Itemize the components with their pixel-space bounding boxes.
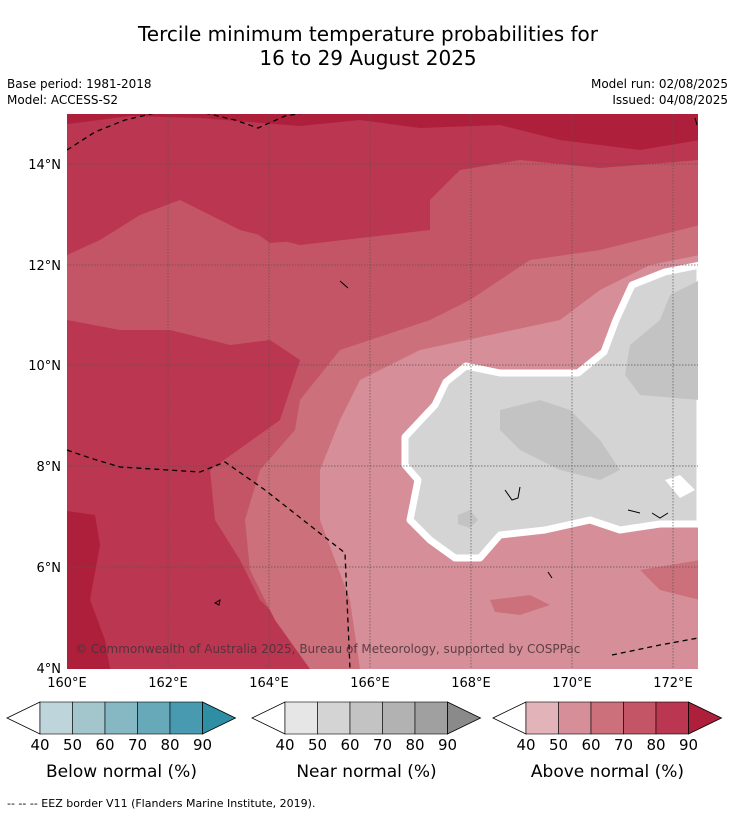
map-white-patch bbox=[665, 475, 695, 498]
lon-label: 160°E bbox=[47, 676, 87, 691]
colorbar-tick-label: 50 bbox=[63, 736, 82, 754]
lon-labels: 160°E 162°E 164°E 166°E 168°E 170°E 172°… bbox=[47, 676, 693, 691]
colorbar-title-below: Below normal (%) bbox=[46, 762, 197, 782]
probability-map: © Commonwealth of Australia 2025, Bureau… bbox=[28, 114, 698, 691]
colorbar-segment bbox=[525, 701, 559, 735]
lon-label: 162°E bbox=[148, 676, 188, 691]
colorbar-0: 40 50 60 70 80 90 bbox=[6, 701, 237, 754]
colorbar-segment bbox=[623, 701, 657, 735]
colorbar-tick-label: 60 bbox=[581, 736, 600, 754]
above-90-region-north bbox=[67, 114, 698, 150]
chart-title-line1: Tercile minimum temperature probabilitie… bbox=[137, 22, 599, 46]
colorbar-segment bbox=[39, 701, 73, 735]
above-80-patch bbox=[130, 340, 225, 372]
near-60-patch-east bbox=[625, 281, 698, 400]
above-60-patch bbox=[490, 595, 550, 615]
model-name: Model: ACCESS-S2 bbox=[7, 93, 119, 107]
colorbar-tick-label: 90 bbox=[193, 736, 212, 754]
colorbar-segment bbox=[655, 701, 689, 735]
gridlines bbox=[67, 114, 698, 669]
colorbar-tick-label: 90 bbox=[438, 736, 457, 754]
colorbar-under-triangle bbox=[492, 701, 527, 735]
colorbar-segment bbox=[137, 701, 171, 735]
colorbar-tick-label: 80 bbox=[160, 736, 179, 754]
eez-borders bbox=[67, 114, 698, 669]
colorbar-tick-label: 40 bbox=[30, 736, 49, 754]
near-60-patch-central bbox=[500, 400, 620, 480]
colorbar-under-triangle bbox=[251, 701, 286, 735]
lat-label: 4°N bbox=[37, 662, 62, 677]
islands bbox=[213, 117, 698, 606]
near-60-patch-small bbox=[458, 510, 478, 528]
colorbar-tick-label: 60 bbox=[95, 736, 114, 754]
colorbar-segment bbox=[558, 701, 592, 735]
colorbar-segment bbox=[72, 701, 106, 735]
colorbar-title-near: Near normal (%) bbox=[296, 762, 437, 782]
lat-label: 10°N bbox=[28, 359, 61, 374]
colorbar-tick-label: 40 bbox=[516, 736, 535, 754]
colorbar-segment bbox=[414, 701, 448, 735]
colorbar-segment bbox=[169, 701, 203, 735]
lat-labels: 14°N 12°N 10°N 8°N 6°N 4°N bbox=[28, 158, 61, 677]
lon-label: 172°E bbox=[653, 676, 693, 691]
lon-label: 170°E bbox=[552, 676, 592, 691]
colorbar-tick-label: 70 bbox=[614, 736, 633, 754]
colorbar-segment bbox=[104, 701, 138, 735]
colorbar-tick-label: 50 bbox=[308, 736, 327, 754]
lon-label: 168°E bbox=[451, 676, 491, 691]
model-run: Model run: 02/08/2025 bbox=[590, 77, 728, 91]
colorbar-tick-label: 80 bbox=[646, 736, 665, 754]
base-period: Base period: 1981-2018 bbox=[7, 77, 152, 91]
colorbar-segment bbox=[349, 701, 383, 735]
colorbar-1: 40 50 60 70 80 90 bbox=[251, 701, 482, 754]
chart-title-line2: 16 to 29 August 2025 bbox=[259, 46, 477, 70]
colorbar-tick-label: 80 bbox=[405, 736, 424, 754]
colorbar-tick-label: 40 bbox=[275, 736, 294, 754]
lat-label: 8°N bbox=[37, 460, 62, 475]
copyright-text: © Commonwealth of Australia 2025, Bureau… bbox=[75, 642, 580, 656]
above-80-patch-north bbox=[240, 198, 310, 243]
colorbar-segment bbox=[317, 701, 351, 735]
eez-footnote: -- -- -- EEZ border V11 (Flanders Marine… bbox=[7, 797, 316, 810]
colorbar-tick-label: 90 bbox=[679, 736, 698, 754]
lat-label: 12°N bbox=[28, 259, 61, 274]
colorbar-tick-label: 50 bbox=[549, 736, 568, 754]
above-90-region-southwest bbox=[67, 511, 110, 669]
issued-date: Issued: 04/08/2025 bbox=[612, 93, 728, 107]
lat-label: 14°N bbox=[28, 158, 61, 173]
colorbar-title-above: Above normal (%) bbox=[530, 762, 685, 782]
map-area: © Commonwealth of Australia 2025, Bureau… bbox=[67, 114, 698, 669]
colorbar-tick-label: 70 bbox=[128, 736, 147, 754]
colorbar-segment bbox=[382, 701, 416, 735]
colorbar-segment bbox=[284, 701, 318, 735]
colorbar-tick-label: 60 bbox=[340, 736, 359, 754]
colorbar-segment bbox=[590, 701, 624, 735]
colorbar-under-triangle bbox=[6, 701, 41, 735]
lon-label: 164°E bbox=[249, 676, 289, 691]
colorbar-over-triangle bbox=[202, 701, 237, 735]
colorbar-over-triangle bbox=[447, 701, 482, 735]
lon-label: 166°E bbox=[350, 676, 390, 691]
colorbar-over-triangle bbox=[688, 701, 723, 735]
colorbar-legends: 40 50 60 70 80 90 40 50 60 70 80 90 40 50 60 70 80 90 bbox=[6, 701, 723, 754]
colorbar-tick-label: 70 bbox=[373, 736, 392, 754]
lat-label: 6°N bbox=[37, 561, 62, 576]
colorbar-2: 40 50 60 70 80 90 bbox=[492, 701, 723, 754]
